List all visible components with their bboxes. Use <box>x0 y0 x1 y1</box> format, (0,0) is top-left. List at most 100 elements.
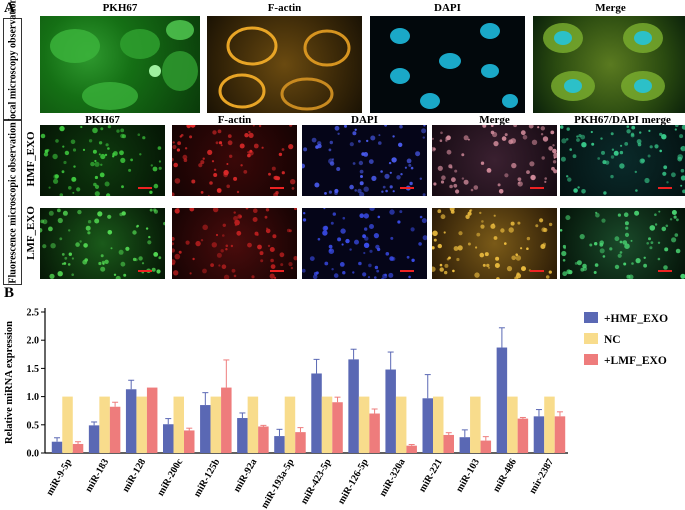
bar-hmf-exo <box>125 389 137 453</box>
bar-nc <box>507 396 518 453</box>
x-tick-label: miR-193a-5p <box>259 457 297 510</box>
hmf-merge-image <box>432 125 557 196</box>
confocal-merge-image <box>533 16 685 113</box>
legend-swatch <box>584 354 598 365</box>
scale-bar <box>400 270 414 272</box>
x-tick-label: miR-126-5p <box>336 457 371 507</box>
legend-label: NC <box>604 334 621 346</box>
hmf-pkh67-dapi-image <box>560 125 685 196</box>
bar-nc <box>62 396 73 453</box>
x-tick-label: miR-92a <box>232 457 260 494</box>
bar-nc <box>433 396 444 453</box>
confocal-side-label: Confocal microscopy observation <box>7 0 18 141</box>
panel-a-letter: A <box>4 0 15 16</box>
bar-hmf-exo <box>459 437 471 453</box>
bar-nc <box>136 396 147 453</box>
scale-bar <box>270 270 284 272</box>
bar-lmf-exo <box>295 432 306 453</box>
fluor-label-dapi: DAPI <box>351 114 378 126</box>
y-axis-label: Relative miRNA expression <box>4 321 15 444</box>
confocal-dapi-image <box>370 16 525 113</box>
bar-lmf-exo <box>184 430 195 453</box>
bar-lmf-exo <box>221 387 232 453</box>
mirna-bar-chart: 0.0 0.5 1.0 1.5 2.0 2.5 Relative miRNA express… <box>4 308 668 510</box>
lmf-factin-image <box>172 208 297 279</box>
bar-lmf-exo <box>554 416 566 453</box>
bar-nc <box>173 396 184 453</box>
lmf-pkh67-image <box>40 208 165 279</box>
bar-lmf-exo <box>517 418 529 453</box>
confocal-label-merge: Merge <box>595 2 626 14</box>
x-tick-label: miR-103 <box>454 457 482 494</box>
bar-hmf-exo <box>274 436 285 453</box>
bar-nc <box>470 396 481 453</box>
bar-lmf-exo <box>369 413 380 453</box>
x-tick-label: miR-125b <box>192 457 223 499</box>
confocal-label-dapi: DAPI <box>434 2 461 14</box>
legend-label: +LMF_EXO <box>604 355 667 367</box>
hmf-pkh67-image <box>40 125 165 196</box>
bar-nc <box>358 396 370 453</box>
x-tick-label: miR-221 <box>417 457 445 494</box>
legend-swatch <box>584 312 598 323</box>
confocal-side-box: Confocal microscopy observation <box>3 0 22 140</box>
legend-swatch <box>584 333 598 344</box>
bar-hmf-exo <box>422 398 433 453</box>
bar-hmf-exo <box>163 424 174 453</box>
bar-hmf-exo <box>533 416 545 453</box>
bar-lmf-exo <box>72 443 84 453</box>
bar-lmf-exo <box>109 406 121 453</box>
fluor-label-pkh67-dapi-merge: PKH67/DAPI merge <box>574 114 671 126</box>
scale-bar <box>658 187 672 189</box>
bar-nc <box>284 396 296 453</box>
confocal-factin-image <box>207 16 362 113</box>
x-tick-label: miR-486 <box>491 457 519 494</box>
fluorescence-side-label: Fluorescence microscopic observation <box>7 121 18 284</box>
bar-hmf-exo <box>348 359 359 453</box>
scale-bar <box>530 187 544 189</box>
row-label-hmf: HMF_EXO <box>25 131 37 187</box>
y-tick-label: 1.5 <box>27 364 40 375</box>
confocal-pkh67-image <box>40 16 200 113</box>
confocal-label-factin: F-actin <box>267 2 302 14</box>
bar-hmf-exo <box>311 373 322 453</box>
scale-bar <box>658 270 672 272</box>
y-tick-label: 1.0 <box>27 392 40 403</box>
bar-nc <box>321 396 333 453</box>
x-tick-label: miR-128 <box>120 457 148 494</box>
x-tick-label: miR-423-5p <box>299 457 334 507</box>
fluor-label-factin: F-actin <box>217 114 252 126</box>
scale-bar <box>138 270 152 272</box>
scale-bar <box>530 270 544 272</box>
bar-lmf-exo <box>480 440 492 453</box>
bar-lmf-exo <box>258 426 269 453</box>
hmf-dapi-image <box>302 125 427 196</box>
y-tick-label: 2.0 <box>27 336 40 347</box>
lmf-dapi-image <box>302 208 427 279</box>
bar-nc <box>99 396 110 453</box>
bar-hmf-exo <box>51 441 63 453</box>
y-tick-label: 2.5 <box>27 308 40 319</box>
legend-label: +HMF_EXO <box>604 313 668 325</box>
scale-bar <box>400 187 414 189</box>
bar-nc <box>210 396 222 453</box>
hmf-factin-image <box>172 125 297 196</box>
bar-hmf-exo <box>200 405 211 453</box>
x-tick-label: miR-9-5p <box>44 457 74 498</box>
bar-hmf-exo <box>237 418 248 453</box>
bar-lmf-exo <box>146 387 158 453</box>
confocal-label-pkh67: PKH67 <box>102 2 138 14</box>
y-tick-label: 0.0 <box>27 449 40 460</box>
bar-lmf-exo <box>443 434 454 453</box>
y-tick-label: 0.5 <box>27 420 40 431</box>
bar-nc <box>395 396 407 453</box>
x-tick-label: miR-200c <box>155 457 185 499</box>
bar-lmf-exo <box>332 402 343 453</box>
lmf-pkh67-dapi-image <box>560 208 685 279</box>
scale-bar <box>270 187 284 189</box>
bar-hmf-exo <box>88 425 100 453</box>
bar-hmf-exo <box>496 347 508 453</box>
row-label-lmf: LMF_EXO <box>25 206 37 260</box>
x-tick-label: miR-183 <box>83 457 111 494</box>
panel-b-letter: B <box>4 285 15 301</box>
